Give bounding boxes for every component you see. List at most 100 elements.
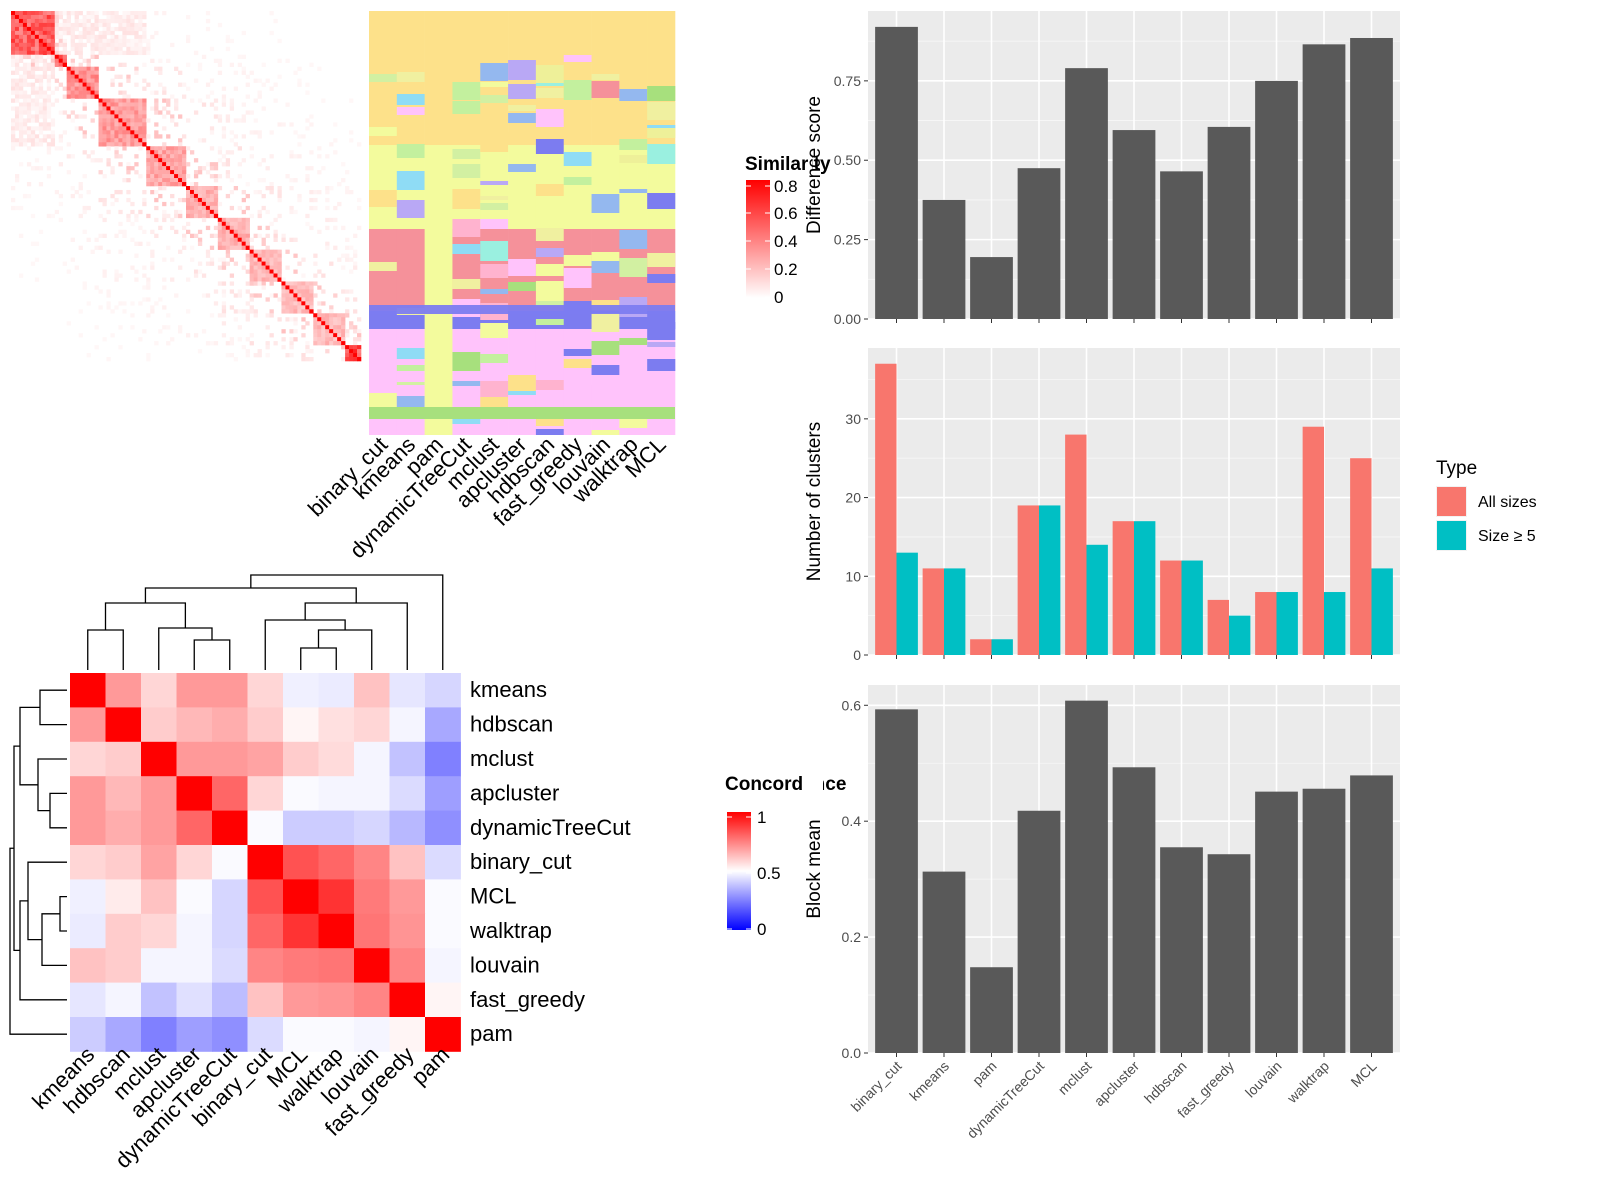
similarity-cell xyxy=(309,285,314,290)
cluster-band xyxy=(480,196,509,200)
similarity-cell xyxy=(158,162,163,167)
concordance-cell xyxy=(70,776,106,811)
cluster-band xyxy=(591,341,620,355)
concordance-row-label: kmeans xyxy=(470,677,547,702)
similarity-cell xyxy=(114,142,119,147)
similarity-cell xyxy=(225,225,231,231)
concordance-cell xyxy=(141,879,177,915)
similarity-cell xyxy=(301,333,306,338)
concordance-cell xyxy=(176,948,213,983)
dendrogram-branch xyxy=(19,706,40,786)
cluster-band xyxy=(480,219,509,229)
similarity-cell xyxy=(217,158,223,163)
similarity-cell xyxy=(170,337,175,342)
similarity-cell xyxy=(249,249,254,254)
similarity-cell xyxy=(293,301,298,306)
similarity-cell xyxy=(257,293,262,298)
similarity-cell xyxy=(221,86,227,91)
similarity-cell xyxy=(305,82,310,87)
similarity-cell xyxy=(34,58,40,64)
similarity-cell xyxy=(193,186,199,191)
similarity-cell xyxy=(269,281,274,286)
y-tick-label: 0.0 xyxy=(842,1045,862,1061)
similarity-cell xyxy=(62,130,67,135)
concordance-cell xyxy=(176,673,213,708)
cluster-band xyxy=(563,152,592,166)
similarity-cell xyxy=(261,273,266,278)
similarity-cell xyxy=(170,178,175,183)
similarity-cell xyxy=(301,305,306,310)
cluster-band xyxy=(619,189,648,193)
similarity-cell xyxy=(106,66,111,71)
similarity-cell xyxy=(205,18,211,24)
concordance-dendrograms xyxy=(9,574,444,1035)
similarity-cell xyxy=(221,233,227,239)
similarity-cell xyxy=(277,253,282,258)
similarity-cell xyxy=(98,158,103,163)
similarity-cell xyxy=(38,114,44,119)
similarity-cell xyxy=(353,337,358,342)
similarity-cell xyxy=(245,193,250,199)
similarity-cell xyxy=(42,98,48,103)
similarity-cell xyxy=(94,18,99,24)
similarity-cell xyxy=(150,178,155,183)
similarity-cell xyxy=(58,162,64,167)
similarity-cell xyxy=(166,110,171,115)
similarity-cell xyxy=(106,18,111,24)
dendrogram-branch xyxy=(104,602,187,630)
similarity-cell xyxy=(353,345,358,350)
similarity-cell xyxy=(26,18,32,24)
similarity-cell xyxy=(265,249,270,254)
similarity-cell xyxy=(253,265,258,270)
similarity-cell xyxy=(106,122,111,127)
concordance-cell xyxy=(247,982,284,1018)
similarity-cell xyxy=(138,42,143,48)
similarity-cell xyxy=(305,345,310,350)
similarity-cell xyxy=(189,193,195,199)
similarity-cell xyxy=(134,138,139,143)
similarity-cell xyxy=(98,110,103,115)
similarity-cell xyxy=(209,197,215,203)
concordance-cell xyxy=(70,913,106,949)
concordance-row-label: mclust xyxy=(470,746,534,771)
similarity-cell xyxy=(134,22,139,28)
similarity-cell xyxy=(309,122,314,127)
similarity-cell xyxy=(257,265,262,270)
similarity-cell xyxy=(329,309,334,314)
similarity-cell xyxy=(70,34,75,40)
similarity-cell xyxy=(154,182,159,187)
similarity-cell xyxy=(106,26,111,32)
similarity-cell xyxy=(162,217,167,223)
similarity-cell xyxy=(182,225,187,231)
similarity-cell xyxy=(34,11,40,16)
dendrogram-branch xyxy=(193,639,231,670)
similarity-cell xyxy=(174,229,179,235)
similarity-cell xyxy=(217,150,223,155)
similarity-cell xyxy=(34,94,40,99)
similarity-cell xyxy=(110,333,115,338)
similarity-cell xyxy=(70,86,75,91)
similarity-cell xyxy=(102,142,107,147)
similarity-cell xyxy=(22,46,28,52)
similarity-cell xyxy=(170,94,175,99)
similarity-cell xyxy=(50,38,56,44)
similarity-cell xyxy=(333,341,338,346)
similarity-cell xyxy=(193,233,199,239)
dendrogram-branch xyxy=(9,847,67,1035)
similarity-cell xyxy=(217,237,223,242)
similarity-cell xyxy=(209,90,215,95)
similarity-cell xyxy=(170,42,175,48)
similarity-cell xyxy=(197,66,203,71)
similarity-cell xyxy=(118,26,123,32)
similarity-cell xyxy=(209,126,215,131)
y-tick-label: 0.25 xyxy=(834,232,861,248)
cluster-band xyxy=(480,264,509,278)
similarity-cell xyxy=(134,46,139,52)
similarity-cell xyxy=(249,273,254,278)
similarity-cell xyxy=(289,186,294,191)
concordance-cell xyxy=(105,1017,142,1052)
similarity-cell xyxy=(201,197,207,203)
similarity-cell xyxy=(237,146,242,151)
similarity-cell xyxy=(98,118,103,123)
similarity-cell xyxy=(305,305,310,310)
